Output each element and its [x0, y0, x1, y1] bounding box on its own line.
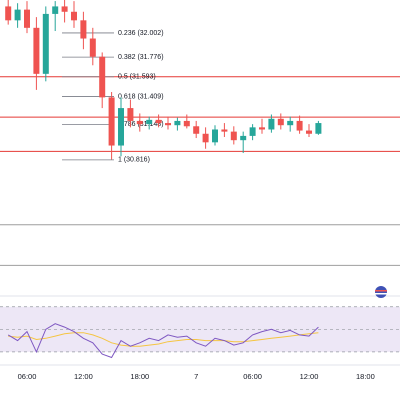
candle-body	[118, 108, 124, 146]
candle-body	[315, 123, 322, 134]
candle-body	[52, 6, 59, 14]
candle-body	[89, 38, 96, 57]
candle-body	[259, 127, 265, 130]
fib-label: 0.382 (31.776)	[118, 54, 164, 61]
rsi-line	[7, 323, 319, 359]
candle-body	[99, 56, 106, 98]
candle-body	[221, 129, 228, 132]
x-tick-label: 18:00	[356, 372, 375, 381]
candle-body	[193, 126, 200, 134]
candle-body	[5, 6, 12, 21]
candle-body	[277, 118, 284, 126]
x-tick-label: 12:00	[300, 372, 319, 381]
fib-label: 0.5 (31.593)	[118, 74, 156, 81]
candle-body	[165, 123, 171, 126]
candle-body	[230, 131, 237, 141]
candle-body	[287, 120, 294, 126]
fib-label: 0.618 (31.409)	[118, 93, 164, 100]
candle-body	[202, 133, 209, 143]
candle-body	[61, 6, 68, 12]
rsi-ma-line	[8, 332, 319, 347]
flag-icon	[375, 286, 387, 298]
candle-body	[249, 127, 256, 136]
x-tick-label: 06:00	[243, 372, 262, 381]
candle-body	[146, 119, 153, 125]
candle-body	[136, 120, 143, 125]
fib-label: 0.786 (31.148)	[118, 121, 164, 128]
x-tick-label: 18:00	[130, 372, 149, 381]
candle-body	[174, 120, 181, 126]
candle-body	[14, 9, 21, 21]
x-tick-label: 7	[194, 372, 198, 381]
candle-body	[268, 118, 275, 130]
x-tick-label: 06:00	[18, 372, 37, 381]
candle-body	[306, 130, 312, 134]
candle-body	[296, 120, 303, 131]
candle-body	[108, 97, 115, 146]
x-tick-label: 12:00	[74, 372, 93, 381]
candle-body	[127, 108, 134, 121]
candle-body	[240, 135, 247, 141]
candle-body	[183, 120, 190, 127]
candle-body	[33, 27, 40, 74]
fib-label: 1 (30.816)	[118, 157, 150, 164]
fib-label: 0.236 (32.002)	[118, 30, 164, 37]
candle-body	[24, 9, 30, 28]
candle-body	[71, 11, 77, 21]
candle-body	[42, 13, 49, 74]
candle-body	[155, 119, 162, 124]
candle-body	[212, 129, 218, 143]
candle-body	[80, 20, 87, 39]
